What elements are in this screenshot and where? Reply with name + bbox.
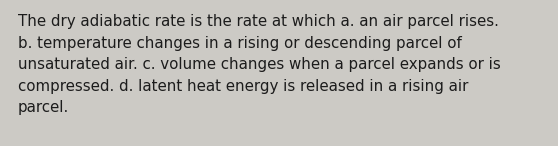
Text: The dry adiabatic rate is the rate at which a. an air parcel rises.
b. temperatu: The dry adiabatic rate is the rate at wh…	[18, 14, 501, 115]
